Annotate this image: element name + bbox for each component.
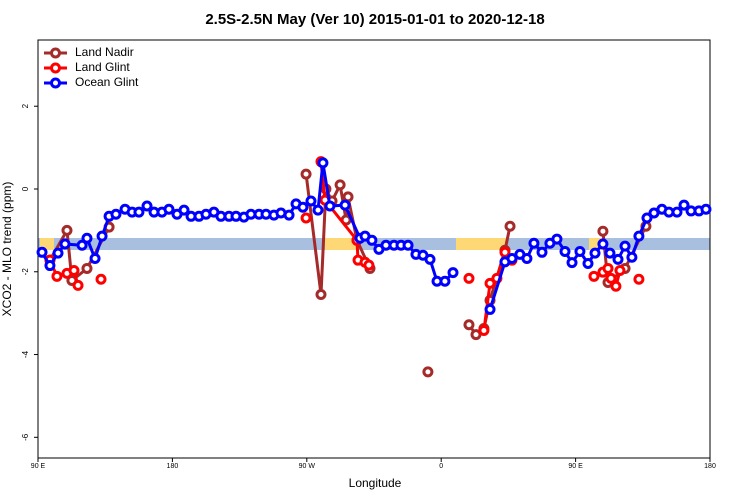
data-point bbox=[700, 203, 712, 215]
data-point bbox=[559, 245, 571, 257]
legend-label: Land Glint bbox=[75, 60, 130, 74]
data-point bbox=[424, 253, 436, 265]
data-point bbox=[96, 230, 108, 242]
data-point bbox=[141, 200, 153, 212]
y-tick-label: -6 bbox=[21, 433, 30, 441]
data-point bbox=[317, 157, 329, 169]
data-point bbox=[574, 245, 586, 257]
data-point bbox=[44, 260, 56, 272]
data-point bbox=[366, 234, 378, 246]
data-point bbox=[283, 209, 295, 221]
legend-label: Land Nadir bbox=[75, 45, 134, 59]
data-point bbox=[484, 303, 496, 315]
data-point bbox=[612, 253, 624, 265]
x-tick-label: 90 E bbox=[31, 463, 46, 470]
data-point bbox=[566, 257, 578, 269]
data-point bbox=[81, 232, 93, 244]
y-tick-label: -2 bbox=[21, 268, 30, 276]
data-point bbox=[110, 208, 122, 220]
data-point bbox=[439, 275, 451, 287]
surface-band-land bbox=[40, 238, 54, 250]
data-point bbox=[504, 220, 516, 232]
data-point bbox=[604, 247, 616, 259]
surface-band-land bbox=[325, 238, 359, 250]
y-tick-label: 0 bbox=[21, 186, 30, 191]
x-tick-label: 180 bbox=[167, 463, 179, 470]
legend-marker bbox=[50, 62, 61, 74]
data-point bbox=[133, 206, 145, 218]
data-point bbox=[597, 238, 609, 250]
data-point bbox=[626, 251, 638, 263]
y-axis-label: XCO2 - MLO trend (ppm) bbox=[0, 182, 14, 317]
data-point bbox=[52, 247, 64, 259]
data-point bbox=[76, 239, 88, 251]
x-tick-label: 90 W bbox=[299, 463, 316, 470]
data-point bbox=[521, 253, 533, 265]
data-point bbox=[536, 246, 548, 258]
data-point bbox=[51, 270, 63, 282]
data-point bbox=[81, 262, 93, 274]
surface-band-land bbox=[456, 238, 506, 250]
data-point bbox=[589, 247, 601, 259]
data-point bbox=[72, 279, 84, 291]
x-tick-label: 0 bbox=[439, 463, 443, 470]
data-point bbox=[59, 238, 71, 250]
data-point bbox=[334, 179, 346, 191]
data-point bbox=[422, 366, 434, 378]
data-point bbox=[463, 319, 475, 331]
data-point bbox=[484, 277, 496, 289]
data-point bbox=[363, 259, 375, 271]
data-point bbox=[68, 265, 80, 277]
data-point bbox=[588, 270, 600, 282]
legend-label: Ocean Glint bbox=[75, 75, 139, 89]
legend-marker bbox=[50, 77, 61, 89]
data-point bbox=[619, 240, 631, 252]
chart-title: 2.5S-2.5N May (Ver 10) 2015-01-01 to 202… bbox=[205, 11, 544, 28]
data-point bbox=[602, 262, 614, 274]
data-point bbox=[300, 212, 312, 224]
data-point bbox=[506, 253, 518, 265]
data-point bbox=[300, 168, 312, 180]
y-tick-label: -4 bbox=[21, 350, 30, 358]
data-point bbox=[551, 233, 563, 245]
data-point bbox=[315, 289, 327, 301]
data-point bbox=[324, 200, 336, 212]
data-point bbox=[163, 203, 175, 215]
data-point bbox=[528, 237, 540, 249]
data-point bbox=[671, 206, 683, 218]
x-tick-label: 180 bbox=[704, 463, 716, 470]
data-point bbox=[402, 239, 414, 251]
data-point bbox=[339, 199, 351, 211]
data-point bbox=[447, 267, 459, 279]
data-point bbox=[463, 272, 475, 284]
data-point bbox=[597, 225, 609, 237]
data-point bbox=[89, 253, 101, 265]
data-point bbox=[633, 230, 645, 242]
data-point bbox=[678, 199, 690, 211]
data-point bbox=[305, 195, 317, 207]
data-point bbox=[633, 273, 645, 285]
data-point bbox=[95, 273, 107, 285]
data-point bbox=[610, 280, 622, 292]
data-point bbox=[582, 257, 594, 269]
data-point bbox=[297, 201, 309, 213]
data-point bbox=[36, 246, 48, 258]
data-point bbox=[470, 329, 482, 341]
x-axis-label: Longitude bbox=[349, 476, 402, 490]
x-tick-label: 90 E bbox=[568, 463, 583, 470]
data-point bbox=[178, 204, 190, 216]
data-point bbox=[312, 204, 324, 216]
y-tick-label: 2 bbox=[21, 103, 30, 108]
legend-marker bbox=[50, 47, 61, 59]
data-point bbox=[61, 224, 73, 236]
data-point bbox=[478, 325, 490, 337]
data-point bbox=[641, 212, 653, 224]
data-point bbox=[614, 265, 626, 277]
data-point bbox=[499, 246, 511, 258]
data-point bbox=[605, 272, 617, 284]
